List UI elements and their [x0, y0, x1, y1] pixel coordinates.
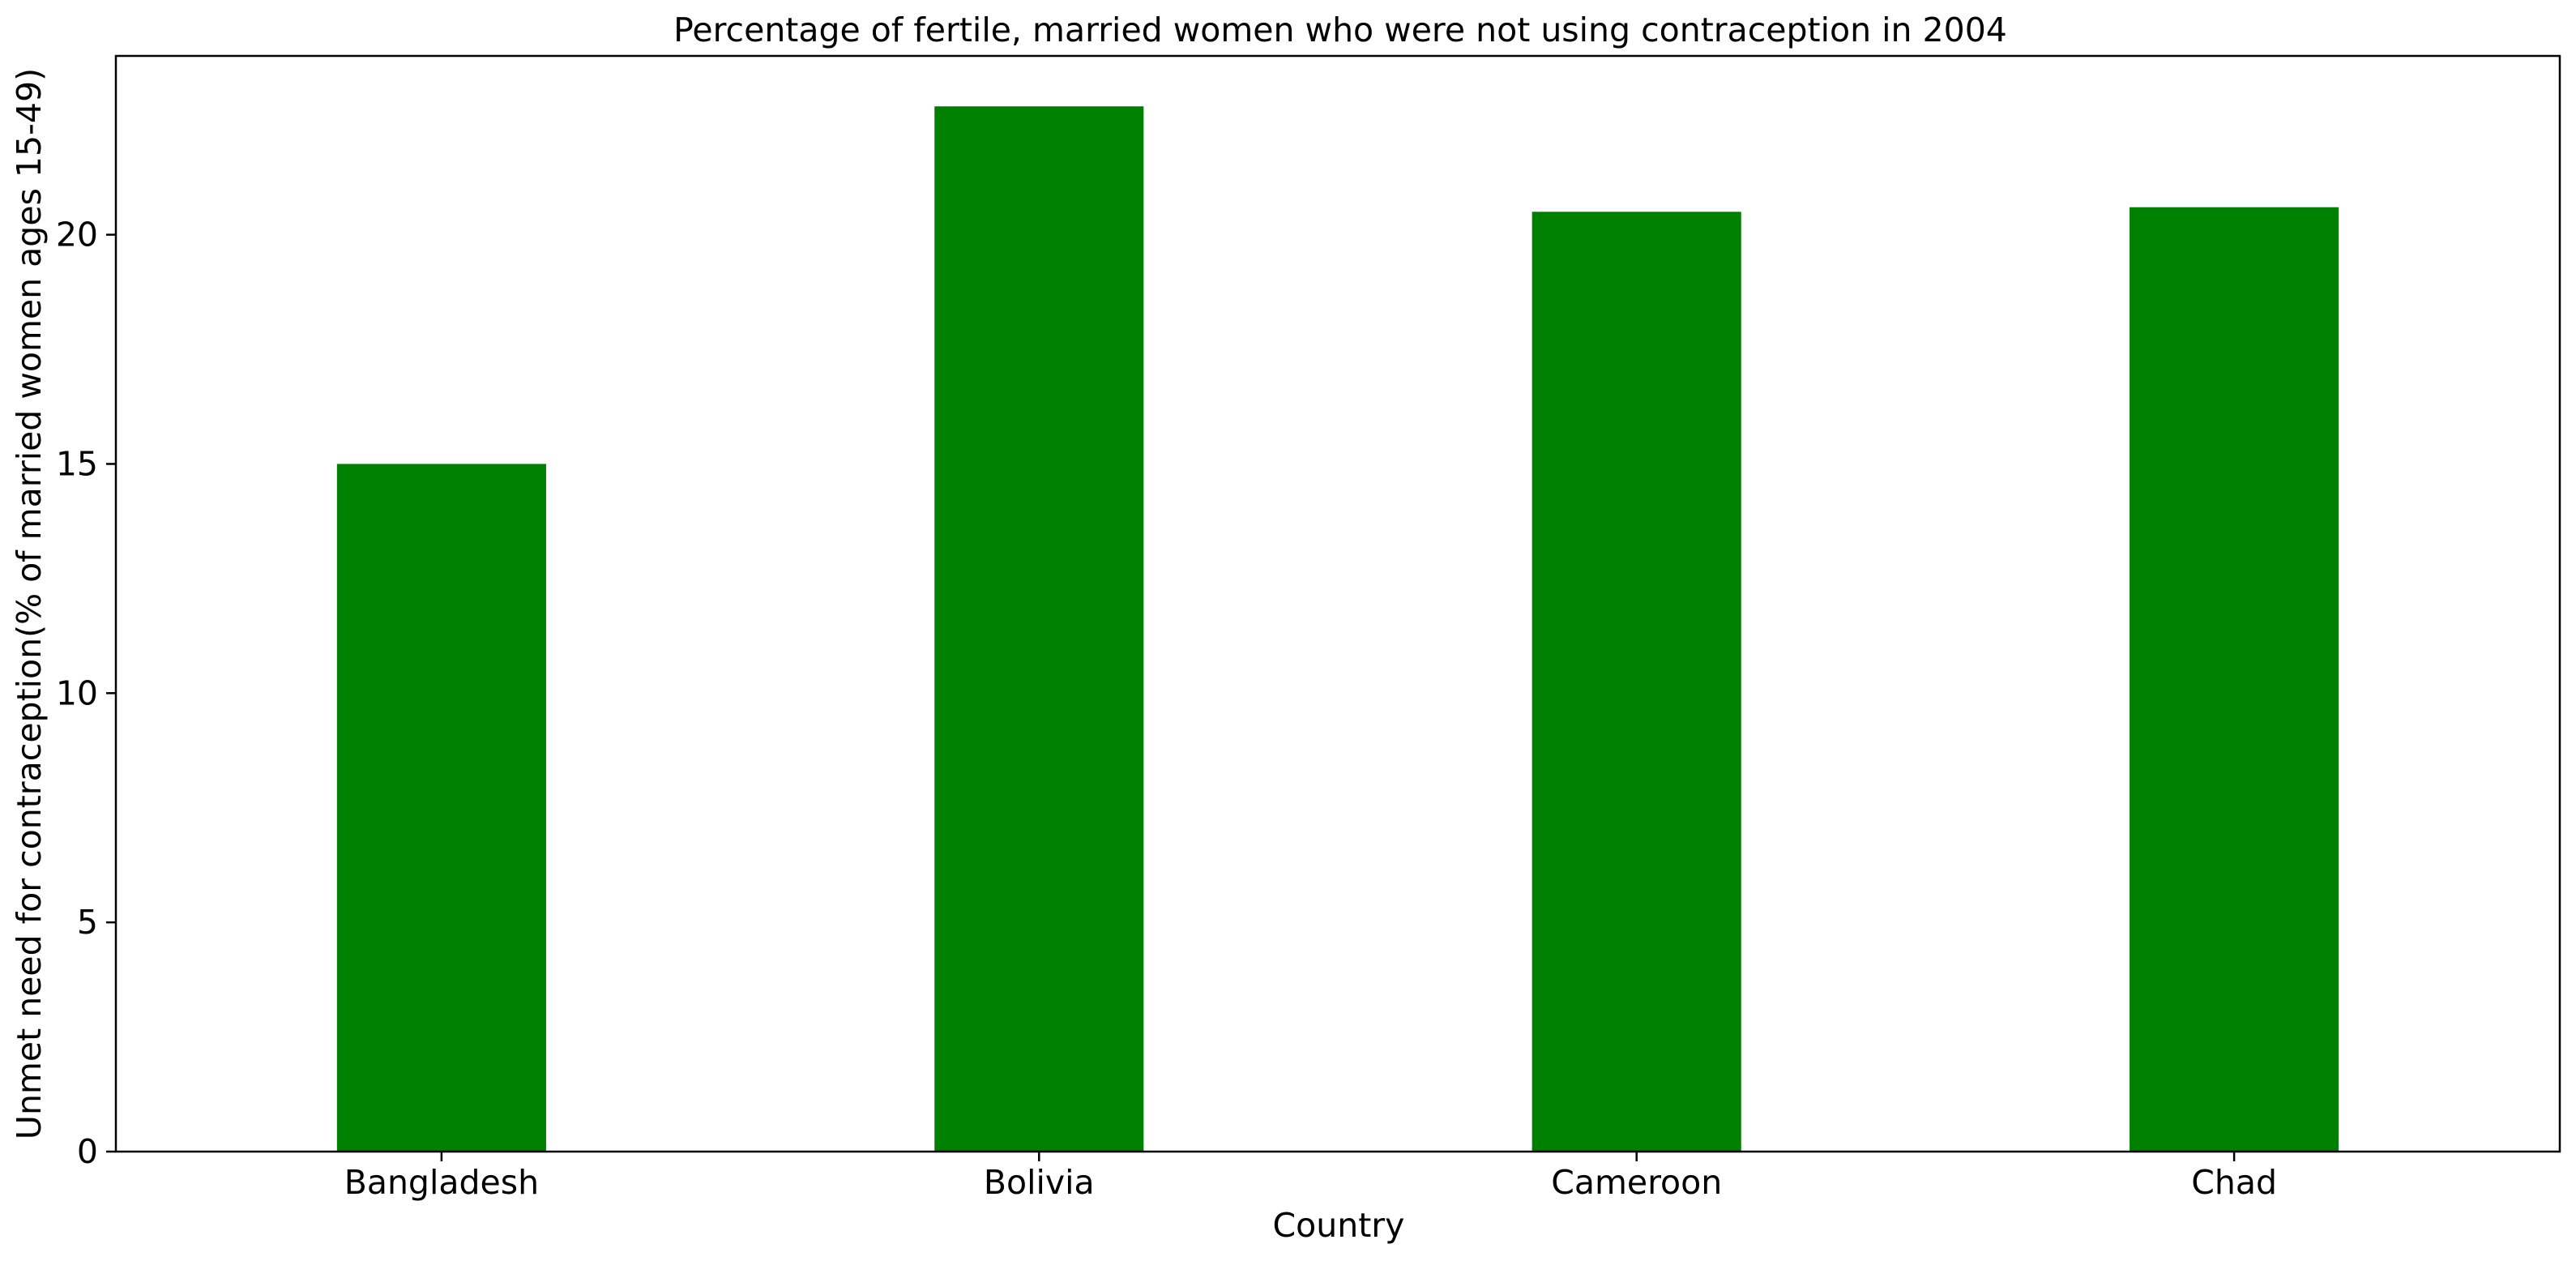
x-tick-label-chad: Chad — [2191, 1163, 2277, 1202]
x-axis-ticks: Bangladesh Bolivia Cameroon Chad — [344, 1152, 2277, 1202]
x-tick-label-cameroon: Cameroon — [1551, 1163, 1722, 1202]
x-axis-label: Country — [1273, 1206, 1405, 1245]
y-tick-label-15: 15 — [56, 444, 98, 483]
x-tick-label-bangladesh: Bangladesh — [344, 1163, 539, 1202]
x-tick-label-bolivia: Bolivia — [984, 1163, 1095, 1202]
y-tick-label-0: 0 — [77, 1132, 98, 1171]
bar-bangladesh — [336, 464, 546, 1152]
y-tick-label-5: 5 — [77, 903, 98, 942]
plot-frame — [114, 54, 2561, 1153]
y-axis-label: Unmet need for contraception(% of marrie… — [10, 68, 49, 1139]
y-axis-ticks: 0 5 10 15 20 — [56, 216, 116, 1171]
y-tick-label-10: 10 — [56, 673, 98, 712]
y-tick-label-20: 20 — [56, 216, 98, 254]
chart-title: Percentage of fertile, married women who… — [673, 11, 2007, 49]
bars-group — [336, 106, 2339, 1152]
bar-chad — [2130, 207, 2339, 1152]
bar-bolivia — [934, 106, 1144, 1152]
bar-cameroon — [1532, 212, 1741, 1152]
